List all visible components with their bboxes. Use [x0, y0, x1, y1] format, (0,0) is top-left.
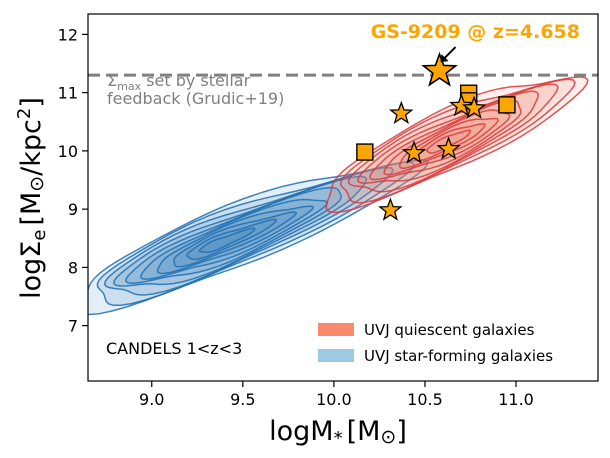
- star-forming-contour: [173, 211, 298, 268]
- star-forming-contour: [140, 198, 329, 280]
- x-tick-label: 9.0: [139, 390, 164, 409]
- star-forming-contour: [125, 186, 342, 285]
- gs9209-marker-group: [421, 46, 458, 87]
- chart-title: GS-9209 @ z=4.658: [371, 21, 580, 43]
- y-tick-label: 12: [58, 25, 78, 44]
- legend-label-quiescent: UVJ quiescent galaxies: [364, 321, 535, 339]
- galaxy-markers: [356, 84, 516, 221]
- legend-swatch-quiescent: [318, 323, 354, 336]
- x-axis-label: logM* [M⊙]: [269, 416, 407, 449]
- legend-label-star-forming: UVJ star-forming galaxies: [364, 347, 553, 365]
- field-label: CANDELS 1<z<3: [106, 339, 242, 358]
- legend: UVJ quiescent galaxies UVJ star-forming …: [318, 321, 553, 365]
- x-tick-label: 11.0: [498, 390, 534, 409]
- y-axis-ticks: 7 8 9 10 11 12: [58, 25, 88, 336]
- y-tick-label: 9: [68, 200, 78, 219]
- gs9209-arrowhead: [440, 54, 449, 63]
- star-marker: [389, 100, 414, 125]
- star-marker: [436, 136, 461, 160]
- quiescent-contour: [325, 76, 589, 214]
- y-tick-label: 10: [58, 142, 78, 161]
- y-tick-label: 8: [68, 258, 78, 277]
- x-tick-label: 10.5: [407, 390, 443, 409]
- star-marker: [461, 95, 487, 119]
- star-marker: [401, 140, 427, 164]
- gs9209-star-marker: [421, 51, 458, 87]
- y-tick-label: 11: [58, 84, 78, 103]
- x-axis-ticks: 9.0 9.5 10.0 10.5 11.0: [139, 381, 534, 409]
- square-marker: [498, 96, 516, 114]
- legend-swatch-star-forming: [318, 349, 354, 362]
- sigma-max-label-line1: Σmax set by stellar: [107, 71, 251, 93]
- star-forming-contour: [103, 166, 394, 296]
- square-marker: [356, 143, 374, 161]
- star-marker: [449, 93, 474, 117]
- star-marker: [378, 197, 403, 221]
- sigma-max-label-line2: feedback (Grudic+19): [107, 89, 284, 108]
- star-forming-contour: [96, 161, 416, 307]
- x-tick-label: 10.0: [316, 390, 352, 409]
- star-forming-density-contours: [88, 159, 430, 316]
- plot-frame: [87, 13, 599, 382]
- y-tick-label: 7: [68, 317, 78, 336]
- x-tick-label: 9.5: [230, 390, 255, 409]
- star-forming-contour: [198, 227, 256, 254]
- y-axis-label: logΣe[M⊙/kpc2]: [14, 97, 50, 299]
